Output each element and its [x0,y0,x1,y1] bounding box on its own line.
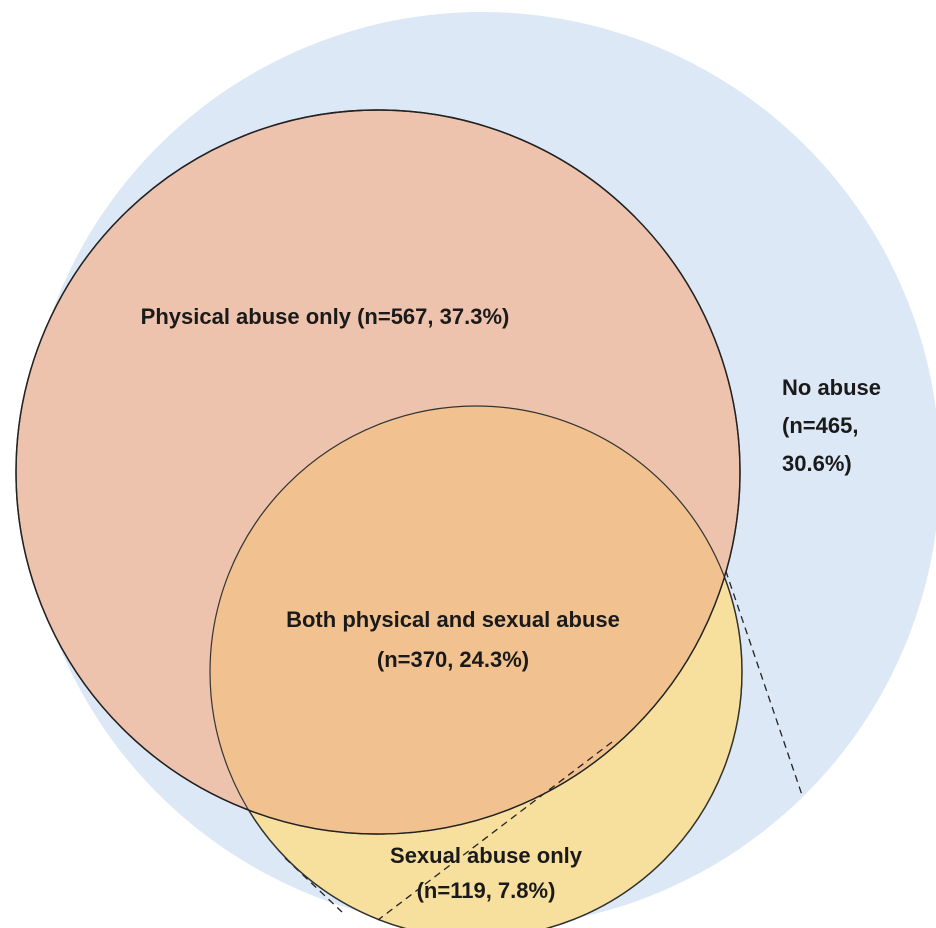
dashed-guide-line-right [717,547,803,796]
dashed-guide-line-diagonal [377,741,613,921]
physical-only-label: Physical abuse only (n=567, 37.3%) [141,304,510,329]
both-label-line1: Both physical and sexual abuse [286,607,620,632]
both-label-line2: (n=370, 24.3%) [377,647,529,672]
no-abuse-label-line2: (n=465, [782,413,858,438]
sexual-abuse-outline [209,405,743,928]
no-abuse-label-line3: 30.6%) [782,451,852,476]
no-abuse-label-line1: No abuse [782,375,881,400]
sexual-only-label-line1: Sexual abuse only [390,843,583,868]
sexual-only-label-line2: (n=119, 7.8%) [417,878,556,903]
physical-abuse-outline [15,109,741,835]
